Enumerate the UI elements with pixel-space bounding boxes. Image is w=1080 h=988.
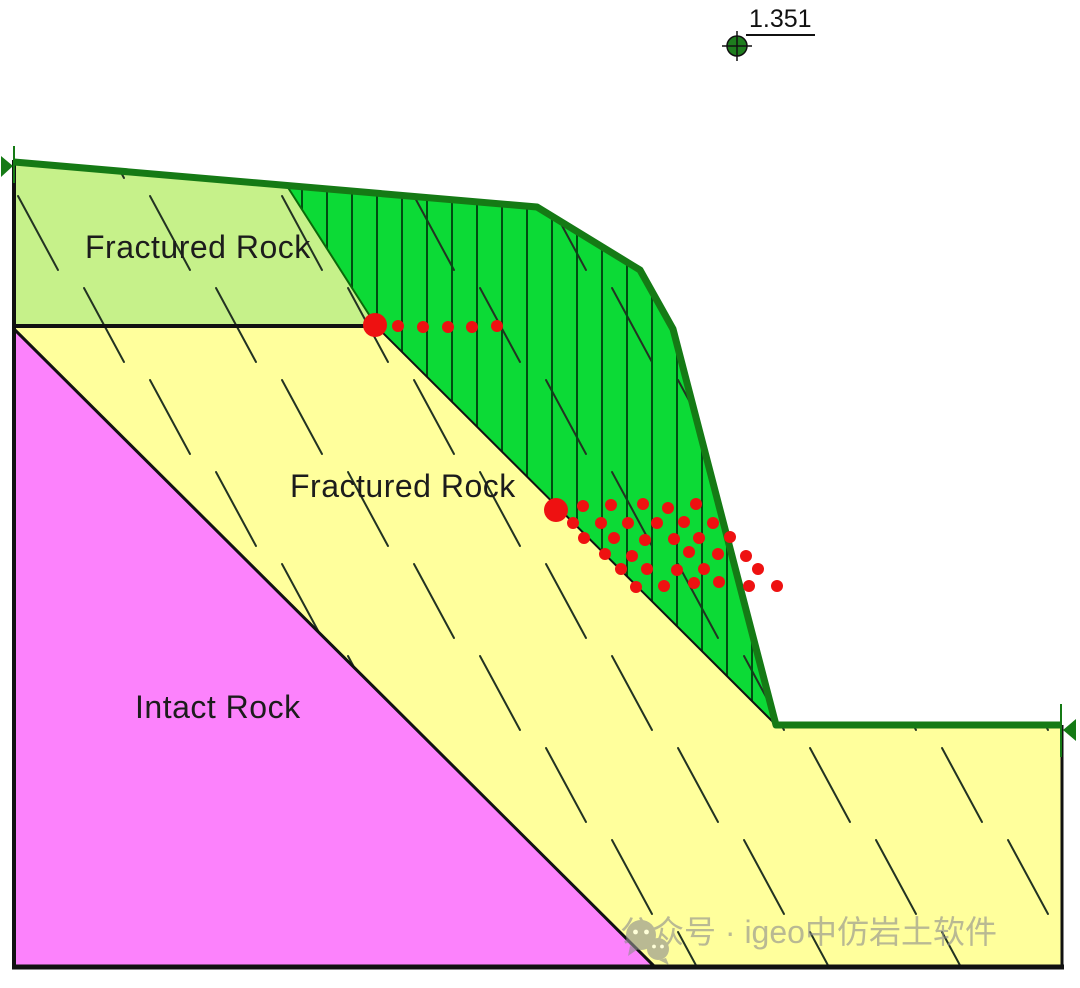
slip-surface-dot: [678, 516, 690, 528]
slip-surface-dot: [752, 563, 764, 575]
slip-surface-dot: [466, 321, 478, 333]
label-main-fractured-rock: Fractured Rock: [290, 468, 516, 504]
slip-surface-dot: [578, 532, 590, 544]
slip-surface-dot: [605, 499, 617, 511]
slip-surface-dot: [698, 563, 710, 575]
slip-surface-dot: [622, 517, 634, 529]
slip-surface-dot: [712, 548, 724, 560]
slip-surface-dot: [668, 533, 680, 545]
slip-surface-dot: [639, 534, 651, 546]
slip-surface-dot: [724, 531, 736, 543]
search-result-dots: [363, 313, 783, 593]
watermark: 公众号 · igeo中仿岩土软件: [620, 914, 997, 965]
slip-surface-dot: [771, 580, 783, 592]
slip-surface-dot: [491, 320, 503, 332]
back-scarp-line: [286, 185, 376, 325]
slip-surface-dot: [544, 498, 568, 522]
slip-surface-dot: [363, 313, 387, 337]
slip-surface-dot: [743, 580, 755, 592]
intact-rock-boundary: [12, 327, 658, 970]
slip-surface-dot: [641, 563, 653, 575]
slip-surface-dot: [688, 577, 700, 589]
wechat-icon: [626, 920, 669, 965]
label-upper-fractured-rock: Fractured Rock: [85, 229, 311, 265]
slip-surface-dot: [599, 548, 611, 560]
label-intact-rock: Intact Rock: [135, 689, 301, 725]
right-slope-limit-marker[interactable]: [1060, 704, 1076, 757]
slip-surface-dot: [630, 581, 642, 593]
slip-surface-dot: [683, 546, 695, 558]
slip-surface-dot: [615, 563, 627, 575]
factor-of-safety-label: 1.351: [746, 7, 815, 36]
slip-surface-dot: [392, 320, 404, 332]
slip-surface-dot: [567, 517, 579, 529]
slip-surface-dot: [658, 580, 670, 592]
slip-surface-dot: [595, 517, 607, 529]
slip-surface-dot: [693, 532, 705, 544]
slip-center-marker[interactable]: [722, 31, 752, 61]
slip-surface-dot: [626, 550, 638, 562]
slip-surface-dot: [442, 321, 454, 333]
left-slope-limit-marker[interactable]: [1, 146, 15, 183]
slip-surface-dot: [577, 500, 589, 512]
slip-surface-dot: [707, 517, 719, 529]
slip-surface-dot: [651, 517, 663, 529]
slip-surface-dot: [662, 502, 674, 514]
slip-surface-dot: [417, 321, 429, 333]
slip-surface-dot: [637, 498, 649, 510]
slip-surface-dot: [671, 564, 683, 576]
slip-surface-dot: [690, 498, 702, 510]
watermark-text: 公众号 · igeo中仿岩土软件: [620, 914, 997, 950]
slip-surface-dot: [713, 576, 725, 588]
slip-surface-dot: [608, 532, 620, 544]
ground-surface-line: [13, 158, 1062, 729]
slip-surface-dot: [740, 550, 752, 562]
